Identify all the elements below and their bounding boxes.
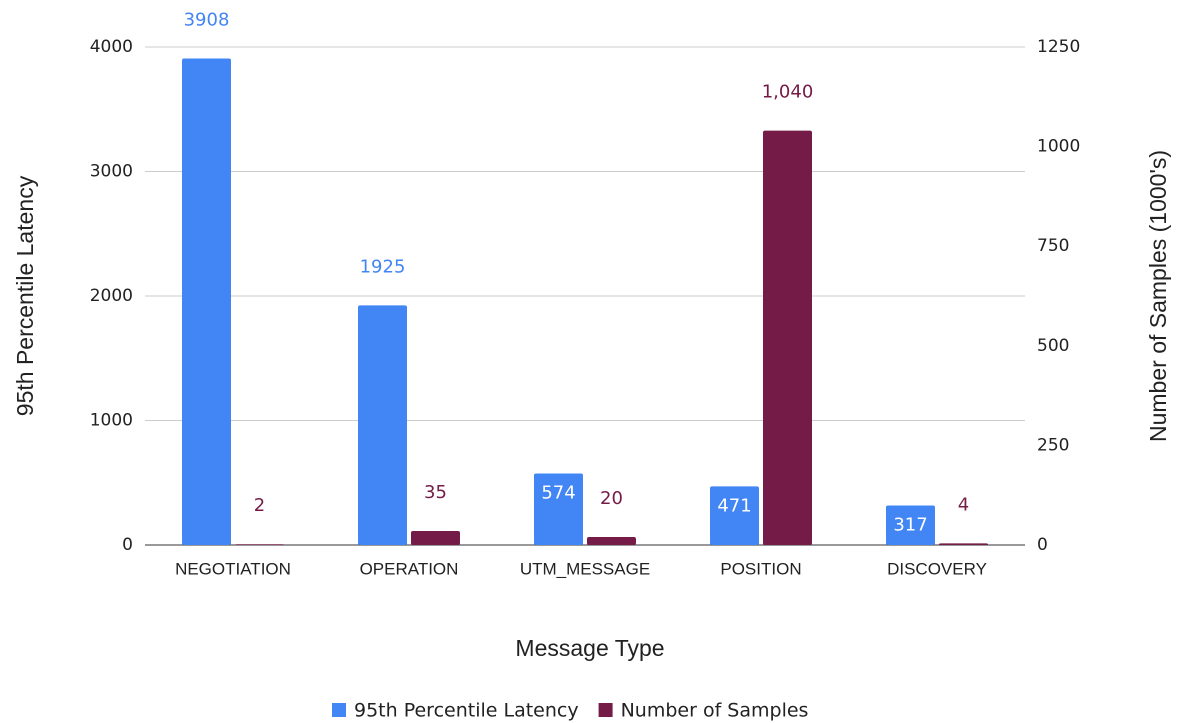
bar [763, 130, 812, 545]
bar [587, 537, 636, 545]
y-tick-label: 2000 [90, 286, 133, 306]
data-label: 3908 [184, 9, 230, 30]
x-tick-label: NEGOTIATION [175, 559, 291, 578]
x-tick-label: OPERATION [360, 559, 459, 578]
legend-swatch [332, 703, 346, 717]
x-tick-label: UTM_MESSAGE [520, 559, 650, 578]
y-tick-label: 1000 [90, 411, 133, 431]
bar [358, 305, 407, 545]
x-axis-title: Message Type [515, 635, 664, 661]
y-tick-label: 0 [122, 535, 133, 555]
data-label: 574 [541, 483, 575, 504]
y2-tick-label: 250 [1037, 435, 1069, 455]
bar [939, 543, 988, 545]
bar [235, 544, 284, 545]
y2-tick-label: 500 [1037, 336, 1069, 356]
data-label: 2 [254, 495, 265, 516]
data-label: 20 [600, 488, 623, 509]
y2-tick-label: 1250 [1037, 37, 1080, 57]
bar [534, 473, 583, 545]
y2-tick-label: 750 [1037, 236, 1069, 256]
y2-tick-label: 0 [1037, 535, 1048, 555]
data-label: 1925 [360, 256, 406, 277]
legend-label: 95th Percentile Latency [354, 700, 579, 722]
data-label: 471 [717, 495, 751, 516]
y-tick-label: 4000 [90, 37, 133, 57]
x-tick-label: POSITION [720, 559, 801, 578]
bar [182, 58, 231, 545]
bar [710, 486, 759, 545]
data-label: 317 [893, 515, 927, 536]
bar [886, 505, 935, 545]
data-label: 35 [424, 482, 447, 503]
legend-label: Number of Samples [621, 700, 809, 722]
y2-tick-label: 1000 [1037, 137, 1080, 157]
data-label: 1,040 [762, 82, 814, 103]
bar [411, 531, 460, 545]
y2-axis-title: Number of Samples (1000's) [1145, 150, 1171, 442]
legend-swatch [598, 703, 613, 717]
data-label: 4 [958, 494, 969, 515]
y-axis-title: 95th Percentile Latency [12, 175, 38, 416]
y-tick-label: 3000 [90, 162, 133, 182]
x-tick-label: DISCOVERY [887, 559, 987, 578]
